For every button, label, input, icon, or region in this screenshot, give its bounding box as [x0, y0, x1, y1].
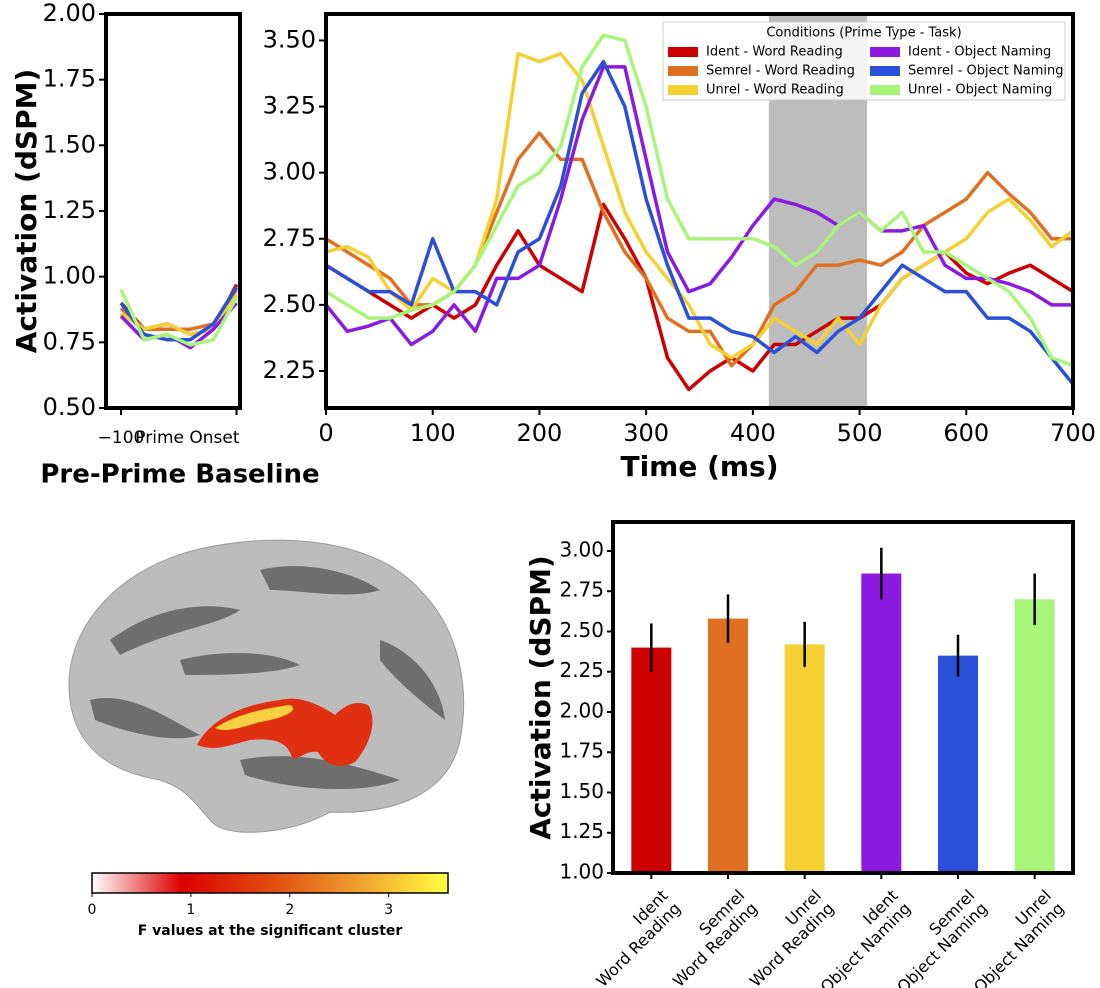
y-tick-label: 1.00 — [43, 262, 96, 290]
series-line — [325, 33, 1074, 368]
legend-swatch — [668, 47, 698, 57]
series-line — [325, 51, 1075, 360]
legend-swatch — [870, 47, 900, 57]
y-tick-label: 0.75 — [43, 327, 96, 355]
legend-swatch — [668, 66, 698, 76]
y-tick-label: 3.00 — [559, 537, 604, 561]
series-line — [324, 65, 1073, 347]
y-axis-label: Activation (dSPM) — [10, 69, 43, 353]
legend-label: Unrel - Object Naming — [908, 83, 1052, 98]
brain-surface — [68, 539, 465, 833]
y-tick-label: 2.25 — [263, 356, 316, 384]
y-tick-label: 2.75 — [263, 224, 316, 252]
x-tick-label: 700 — [1050, 419, 1096, 447]
series-line — [325, 202, 1074, 392]
y-tick-label: 2.25 — [559, 658, 604, 682]
cluster-peak — [215, 705, 294, 731]
legend-swatch — [668, 85, 698, 95]
sulcus — [380, 640, 445, 720]
y-tick-label: 2.50 — [559, 618, 604, 642]
y-tick-label: 2.50 — [263, 290, 316, 318]
y-tick-label: 3.00 — [263, 158, 316, 186]
legend-label: Semrel - Object Naming — [908, 64, 1063, 79]
legend-label: Ident - Object Naming — [908, 45, 1051, 60]
x-tick-label: 600 — [943, 419, 989, 447]
y-tick-label: 2.00 — [43, 0, 96, 27]
plot-frame — [324, 12, 1075, 410]
y-tick-label: 2.00 — [559, 698, 604, 722]
sulcus — [260, 566, 380, 595]
bar — [784, 644, 825, 873]
x-tick-label: 1 — [186, 902, 195, 918]
x-tick-label: −100 — [98, 428, 145, 448]
cluster — [197, 698, 373, 766]
legend-swatch — [870, 85, 900, 95]
legend-label: Unrel - Word Reading — [706, 83, 844, 98]
y-tick-label: 3.25 — [263, 92, 316, 120]
x-tick-label: 0 — [318, 419, 333, 447]
y-tick-label: 1.25 — [43, 196, 96, 224]
bar — [708, 618, 748, 873]
x-tick-label: IdentWord Reading — [579, 886, 684, 988]
sulcus — [90, 698, 200, 739]
plot-frame — [611, 520, 1075, 875]
y-axis-label: Activation (dSPM) — [524, 555, 557, 839]
x-tick-label: 3 — [384, 902, 393, 918]
x-axis-label: F values at the significant cluster — [138, 923, 403, 939]
bar — [1014, 599, 1055, 873]
legend-swatch — [870, 66, 900, 76]
x-tick-label: 400 — [730, 419, 776, 447]
y-tick-label: 1.25 — [559, 819, 604, 843]
legend-box — [662, 21, 1066, 101]
y-tick-label: 1.75 — [559, 739, 604, 763]
colorbar — [91, 872, 449, 894]
y-tick-label: 3.50 — [263, 25, 316, 53]
sulcus — [180, 653, 300, 675]
series-line — [119, 289, 239, 347]
y-tick-label: 0.50 — [43, 393, 96, 421]
bar — [861, 573, 902, 873]
x-axis-label: Time (ms) — [620, 450, 778, 483]
x-tick-label: 0 — [88, 902, 97, 918]
legend-title: Conditions (Prime Type - Task) — [766, 26, 961, 41]
legend-label: Ident - Word Reading — [706, 45, 843, 60]
legend-label: Semrel - Word Reading — [706, 64, 855, 79]
bar — [631, 647, 672, 873]
brain — [68, 539, 465, 833]
bar — [938, 655, 978, 873]
y-tick-label: 2.75 — [559, 578, 604, 602]
sulcus — [110, 606, 240, 655]
x-tick-label: 500 — [837, 419, 883, 447]
plot-frame — [104, 12, 242, 410]
x-axis-label: Pre-Prime Baseline — [40, 460, 319, 490]
x-tick-label: 100 — [410, 419, 456, 447]
x-tick-label: 2 — [285, 902, 294, 918]
y-tick-label: 1.75 — [43, 65, 96, 93]
y-tick-label: 1.50 — [43, 130, 96, 158]
sulcus — [240, 756, 400, 790]
x-tick-label: 200 — [517, 419, 563, 447]
x-tick-label: 300 — [623, 419, 669, 447]
y-tick-label: 1.50 — [559, 779, 604, 803]
y-tick-label: 1.00 — [559, 860, 604, 884]
series-line — [325, 59, 1075, 386]
x-tick-label: Prime Onset — [135, 428, 240, 448]
